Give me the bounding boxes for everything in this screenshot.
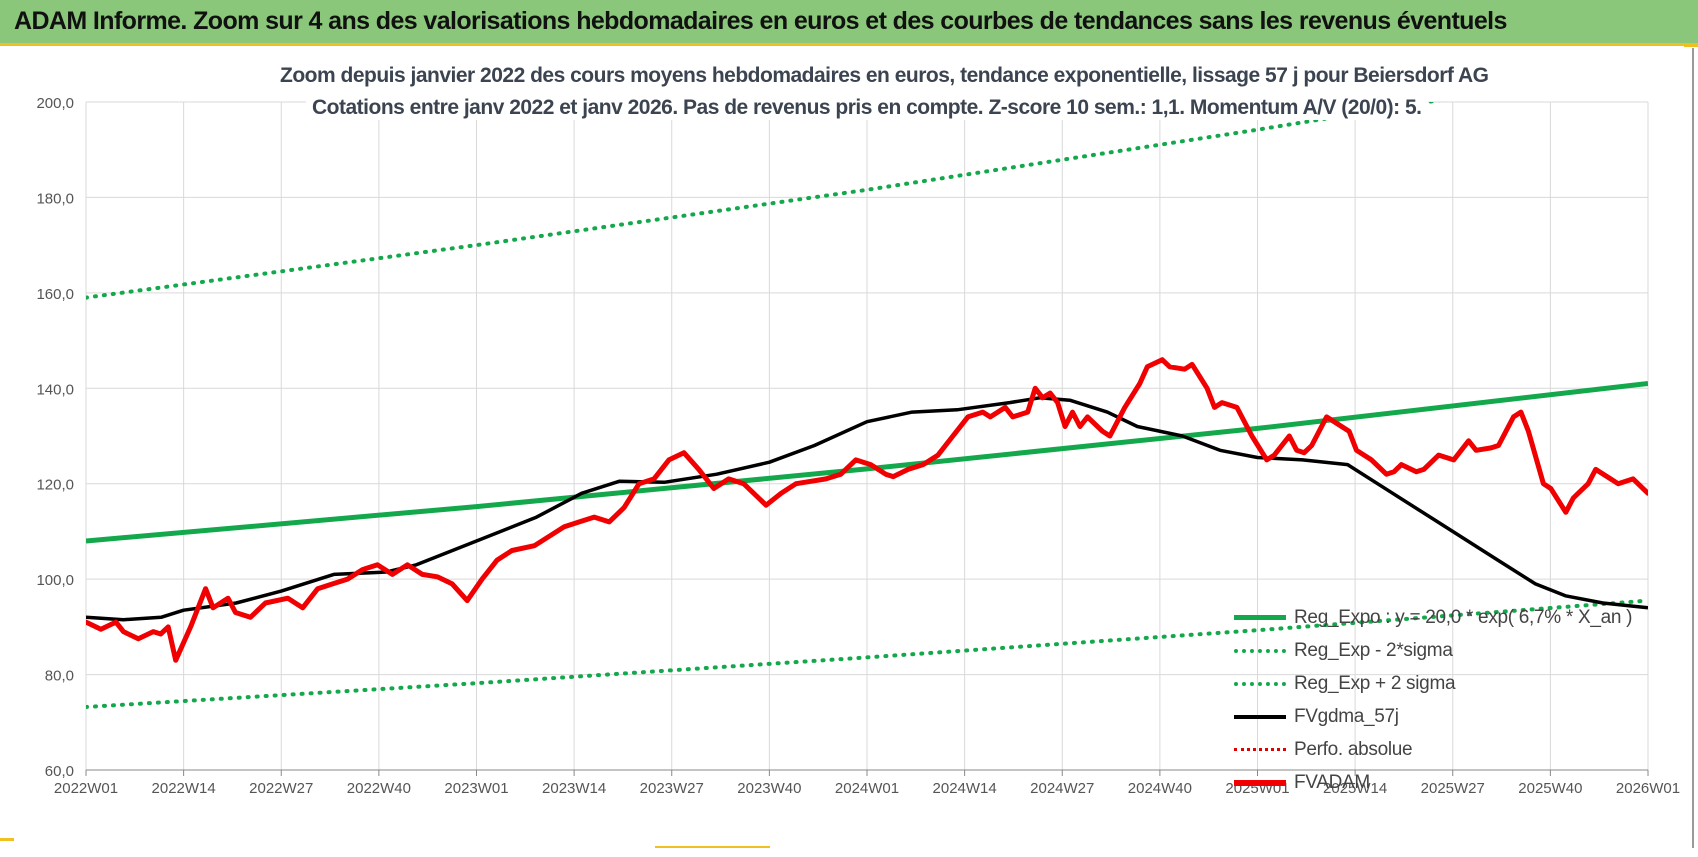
x-tick-label: 2025W40	[1518, 780, 1582, 797]
legend-item-perfo: Perfo. absolue	[1234, 733, 1632, 766]
legend: Reg_Expo : y = 20,0 * exp( 6,7% * X_an )…	[1234, 601, 1632, 799]
corner-mark	[1684, 44, 1698, 47]
y-tick-label: 80,0	[45, 668, 74, 685]
y-tick-label: 140,0	[36, 381, 74, 398]
x-tick-label: 2023W01	[444, 780, 508, 797]
x-tick-label: 2024W27	[1030, 780, 1094, 797]
y-tick-label: 160,0	[36, 286, 74, 303]
chart-area: 60,0 80,0 100,0 120,0 140,0 160,0 180,0 200,0 20…	[4, 48, 1694, 848]
legend-label-reg-exp-minus: Reg_Exp - 2*sigma	[1294, 639, 1453, 661]
banner: ADAM Informe. Zoom sur 4 ans des valoris…	[0, 0, 1698, 46]
legend-label-reg-exp-plus: Reg_Exp + 2 sigma	[1294, 672, 1456, 694]
x-tick-label: 2022W27	[249, 780, 313, 797]
legend-swatch-reg-exp-minus	[1234, 648, 1286, 653]
x-tick-label: 2024W40	[1128, 780, 1192, 797]
y-tick-label: 60,0	[45, 763, 74, 780]
legend-item-reg-exp-minus: Reg_Exp - 2*sigma	[1234, 634, 1632, 667]
x-tick-label: 2023W40	[737, 780, 801, 797]
y-tick-label: 120,0	[36, 477, 74, 494]
x-tick-label: 2025W14	[1323, 780, 1387, 797]
x-tick-label: 2025W27	[1421, 780, 1485, 797]
corner-mark	[0, 838, 14, 841]
series-line-reg-exp-2-sigma	[86, 598, 1648, 709]
y-tick-label: 200,0	[36, 95, 74, 112]
x-tick-label: 2023W27	[640, 780, 704, 797]
legend-label-perfo: Perfo. absolue	[1294, 738, 1413, 760]
legend-label-reg-expo: Reg_Expo : y = 20,0 * exp( 6,7% * X_an )	[1294, 606, 1633, 628]
legend-item-reg-exp-plus: Reg_Exp + 2 sigma	[1234, 667, 1632, 700]
chart-canvas: 60,0 80,0 100,0 120,0 140,0 160,0 180,0 200,0 20…	[36, 95, 1680, 797]
legend-item-reg-expo: Reg_Expo : y = 20,0 * exp( 6,7% * X_an )	[1234, 601, 1632, 634]
x-tick-label: 2022W01	[54, 780, 118, 797]
series-line-fvgdma-57j	[86, 396, 1648, 622]
x-tick-label: 2024W14	[933, 780, 997, 797]
series-line-reg-expo-y-20-0-exp-6-7-x-an	[86, 381, 1648, 544]
x-tick-label: 2023W14	[542, 780, 606, 797]
legend-swatch-fvgdma	[1234, 714, 1286, 719]
legend-swatch-perfo	[1234, 748, 1286, 751]
chart-subtitle: Cotations entre janv 2022 et janv 2026. …	[306, 96, 1428, 120]
legend-swatch-reg-expo	[1234, 615, 1286, 620]
scroll-mark	[655, 846, 770, 848]
legend-label-fvgdma: FVgdma_57j	[1294, 705, 1399, 727]
x-tick-label: 2024W01	[835, 780, 899, 797]
y-tick-label: 180,0	[36, 190, 74, 207]
y-tick-label: 100,0	[36, 572, 74, 589]
chart-title: Zoom depuis janvier 2022 des cours moyen…	[274, 64, 1495, 88]
x-tick-label: 2022W14	[152, 780, 216, 797]
legend-item-fvadam: FVADAM	[1234, 766, 1632, 799]
legend-swatch-fvadam	[1234, 779, 1286, 786]
legend-swatch-reg-exp-plus	[1234, 681, 1286, 686]
x-tick-label: 2026W01	[1616, 780, 1680, 797]
series-line-fvadam	[86, 357, 1648, 663]
legend-label-fvadam: FVADAM	[1294, 771, 1370, 793]
x-tick-label: 2022W40	[347, 780, 411, 797]
legend-item-fvgdma: FVgdma_57j	[1234, 700, 1632, 733]
banner-title: ADAM Informe. Zoom sur 4 ans des valoris…	[14, 7, 1507, 35]
